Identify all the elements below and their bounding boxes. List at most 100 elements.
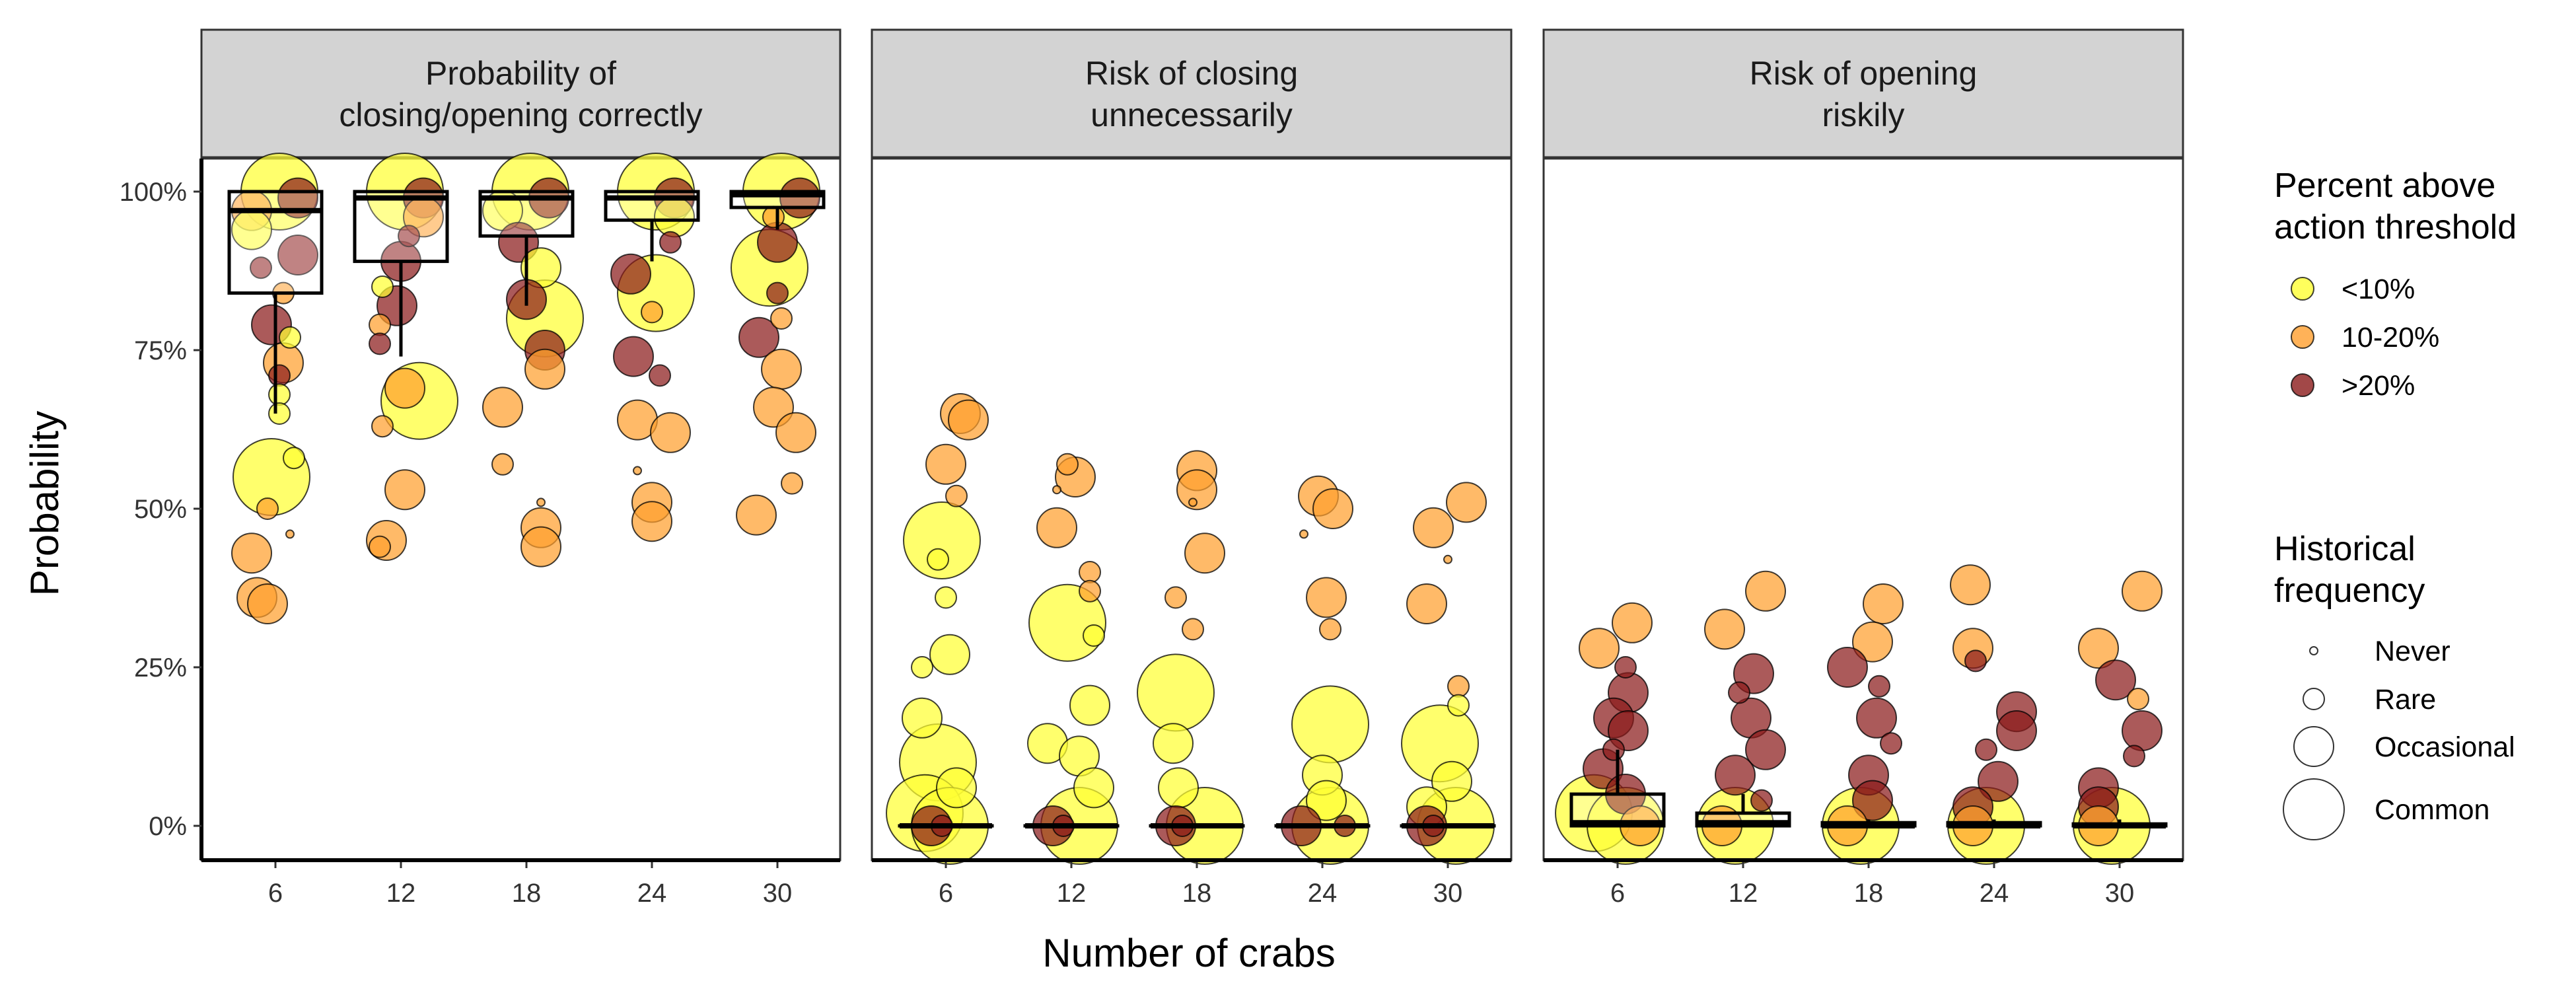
- data-point: [1413, 507, 1454, 548]
- data-point: [268, 364, 291, 387]
- data-point: [1447, 694, 1470, 717]
- data-point: [1975, 738, 1997, 761]
- data-point: [1036, 507, 1077, 548]
- x-tick-label: 12: [386, 879, 416, 908]
- data-point: [781, 472, 803, 495]
- data-point: [1750, 789, 1773, 812]
- data-point: [770, 307, 793, 330]
- x-tick-label: 18: [1854, 879, 1884, 908]
- data-point: [927, 548, 949, 571]
- data-point: [1863, 583, 1904, 624]
- strip-header: [1542, 28, 2184, 159]
- data-point: [1073, 767, 1114, 809]
- data-point: [1996, 710, 2037, 751]
- panel-1: Probability of closing/opening correctly 6…: [120, 28, 841, 908]
- strip-title-line: riskily: [1822, 96, 1905, 133]
- x-tick-label: 6: [1610, 879, 1625, 908]
- data-point: [1447, 675, 1470, 698]
- x-tick-label: 6: [939, 879, 953, 908]
- data-point: [1306, 780, 1347, 821]
- x-tick-label: 12: [1057, 879, 1087, 908]
- x-tick-label: 24: [637, 879, 667, 908]
- y-tick-label: 100%: [120, 178, 187, 207]
- data-point: [1291, 685, 1369, 764]
- data-point: [925, 443, 966, 485]
- data-point: [369, 332, 391, 355]
- data-point: [1069, 684, 1110, 726]
- data-point: [641, 301, 663, 324]
- data-point: [2122, 710, 2163, 751]
- color-legend-label: 10-20%: [2342, 322, 2439, 353]
- color-legend-title-line: Percent above: [2274, 166, 2495, 205]
- strip-title-line: Probability of: [425, 55, 616, 92]
- box-iqr: [353, 190, 449, 264]
- x-tick-label: 30: [2105, 879, 2135, 908]
- data-point: [482, 386, 523, 428]
- size-legend-key: [2309, 646, 2318, 655]
- data-point: [268, 383, 291, 406]
- data-point: [762, 205, 785, 229]
- color-legend-label: <10%: [2342, 274, 2415, 305]
- plot-area: [1542, 157, 2184, 862]
- data-point: [277, 235, 318, 275]
- size-legend-title-line: frequency: [2274, 571, 2425, 610]
- data-point: [1182, 618, 1204, 641]
- data-point: [766, 281, 789, 305]
- boxplot: [478, 190, 575, 306]
- x-axis-title: Number of crabs: [1042, 931, 1336, 975]
- data-point: [1745, 570, 1786, 612]
- data-point: [650, 412, 691, 453]
- boxplot: [1946, 819, 2042, 828]
- size-legend-label: Never: [2375, 636, 2451, 667]
- data-point: [256, 497, 279, 520]
- data-point: [2078, 628, 2119, 669]
- data-point: [371, 275, 394, 298]
- data-point: [945, 484, 968, 507]
- data-point: [536, 497, 546, 507]
- data-point: [633, 466, 642, 476]
- size-legend-key: [2303, 688, 2325, 710]
- data-point: [1164, 586, 1187, 609]
- y-tick-label: 75%: [134, 336, 187, 365]
- data-point: [371, 415, 394, 438]
- data-point: [520, 526, 561, 568]
- data-point: [268, 402, 291, 425]
- data-point: [369, 535, 391, 558]
- data-point: [1158, 767, 1199, 809]
- x-tick-label: 30: [1433, 879, 1463, 908]
- boxplot: [353, 190, 449, 357]
- strip-title-line: Risk of opening: [1750, 55, 1978, 92]
- data-point: [1446, 482, 1487, 523]
- data-point: [1406, 583, 1447, 624]
- data-point: [613, 336, 654, 377]
- data-point: [1312, 488, 1353, 529]
- data-point: [775, 412, 816, 453]
- data-point: [1579, 628, 1620, 669]
- data-point: [761, 348, 802, 390]
- data-point: [948, 399, 989, 441]
- data-point: [1056, 453, 1079, 476]
- data-point: [935, 586, 957, 609]
- boxplot: [729, 190, 826, 230]
- data-point: [903, 501, 981, 579]
- data-point: [279, 326, 301, 349]
- data-point: [1856, 697, 1897, 739]
- data-point: [1852, 621, 1893, 663]
- color-legend-title-line: action threshold: [2274, 208, 2517, 246]
- color-legend-key: [2291, 373, 2314, 397]
- data-point: [491, 453, 514, 476]
- data-point: [1188, 497, 1198, 507]
- strip-title-line: closing/opening correctly: [339, 96, 702, 133]
- strip-header: [200, 28, 841, 159]
- size-legend-label: Common: [2375, 794, 2489, 826]
- data-point: [2123, 745, 2145, 768]
- data-point: [1184, 532, 1225, 574]
- data-point: [649, 364, 671, 387]
- data-point: [2127, 688, 2149, 710]
- panel-3: Risk of opening riskily 6 12 18 24 30: [1542, 28, 2184, 908]
- data-point: [1137, 653, 1215, 732]
- panel-2: Risk of closing unnecessarily 6 12 18 24 30: [871, 28, 1513, 908]
- data-point: [283, 447, 305, 470]
- data-point: [369, 313, 391, 336]
